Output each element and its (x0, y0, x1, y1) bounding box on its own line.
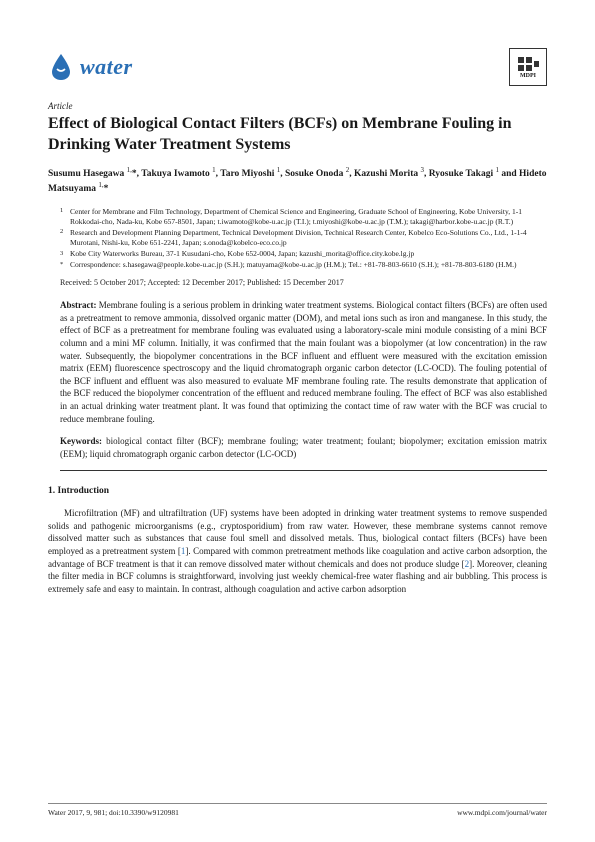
affiliation-row: 1 Center for Membrane and Film Technolog… (60, 207, 547, 227)
article-dates: Received: 5 October 2017; Accepted: 12 D… (48, 278, 547, 289)
affiliation-num: 3 (60, 249, 70, 259)
mdpi-logo: MDPI (509, 48, 547, 86)
abstract-block: Abstract: Membrane fouling is a serious … (48, 299, 547, 425)
affiliation-row: 2 Research and Development Planning Depa… (60, 228, 547, 248)
affiliation-row: 3 Kobe City Waterworks Bureau, 37-1 Kusu… (60, 249, 547, 259)
affiliation-num: 1 (60, 207, 70, 227)
page-footer: Water 2017, 9, 981; doi:10.3390/w9120981… (48, 803, 547, 818)
article-type: Article (48, 100, 547, 112)
affiliation-row: * Correspondence: s.hasegawa@people.kobe… (60, 260, 547, 270)
footer-journal-url[interactable]: www.mdpi.com/journal/water (457, 808, 547, 818)
page-header: water MDPI (48, 48, 547, 86)
mdpi-icon (516, 55, 540, 73)
authors-line: Susumu Hasegawa 1,*, Takuya Iwamoto 1, T… (48, 166, 547, 197)
journal-logo: water (48, 52, 133, 82)
keywords-block: Keywords: biological contact filter (BCF… (48, 435, 547, 460)
abstract-text: Membrane fouling is a serious problem in… (60, 300, 547, 423)
journal-name: water (80, 52, 133, 82)
correspondence-text: Correspondence: s.hasegawa@people.kobe-u… (70, 260, 547, 270)
correspondence-mark: * (60, 260, 70, 270)
article-title: Effect of Biological Contact Filters (BC… (48, 114, 547, 156)
publisher-name: MDPI (520, 73, 536, 79)
body-paragraph: Microfiltration (MF) and ultrafiltration… (48, 507, 547, 595)
section-divider (60, 470, 547, 471)
affiliation-text: Kobe City Waterworks Bureau, 37-1 Kusuda… (70, 249, 547, 259)
affiliations-block: 1 Center for Membrane and Film Technolog… (48, 207, 547, 271)
footer-citation: Water 2017, 9, 981; doi:10.3390/w9120981 (48, 808, 179, 818)
water-drop-icon (48, 52, 74, 82)
affiliation-text: Center for Membrane and Film Technology,… (70, 207, 547, 227)
keywords-text: biological contact filter (BCF); membran… (60, 436, 547, 459)
affiliation-text: Research and Development Planning Depart… (70, 228, 547, 248)
abstract-label: Abstract: (60, 300, 97, 310)
keywords-label: Keywords: (60, 436, 102, 446)
affiliation-num: 2 (60, 228, 70, 248)
section-heading: 1. Introduction (48, 485, 547, 498)
